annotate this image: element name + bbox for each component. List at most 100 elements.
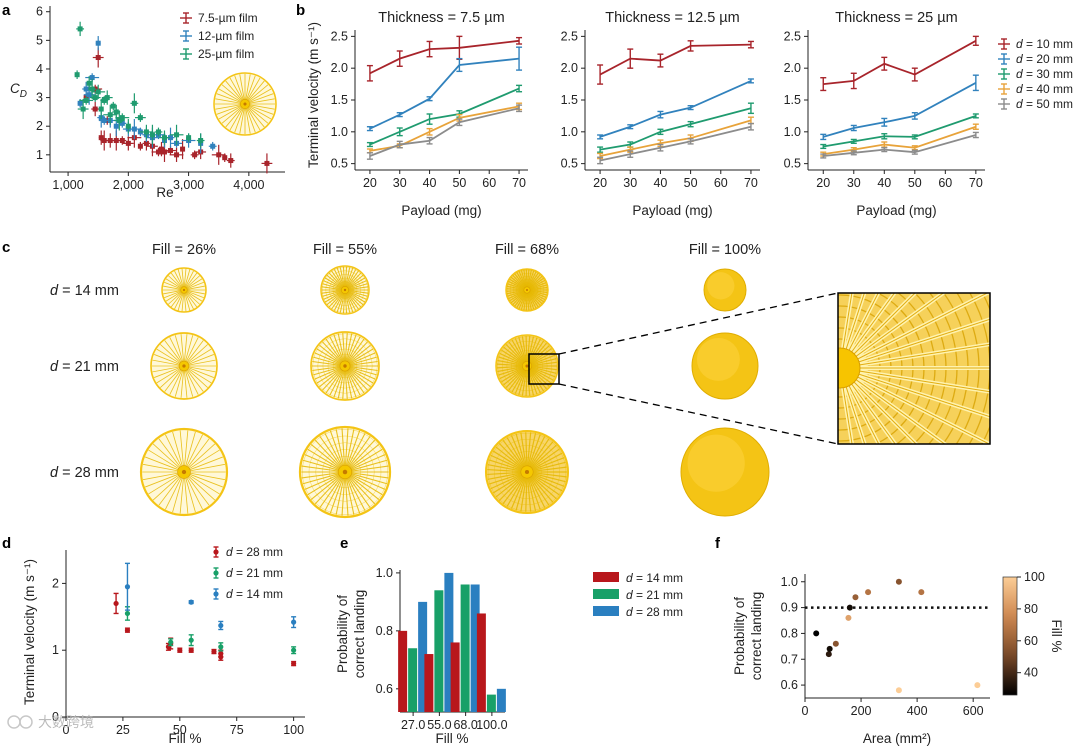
panel-e-bar bbox=[486, 694, 496, 712]
panel-b-subplot-12-5um: 20 30 40 50 60 70 0.5 1.0 1.5 2.0 2.5 Thickness = 1… bbox=[561, 10, 760, 218]
panel-c-inset-spoke-edge bbox=[839, 293, 853, 369]
panel-c-disk-spoke bbox=[333, 334, 344, 362]
panel-b-sub1-xtick-label: 50 bbox=[684, 176, 698, 190]
panel-f-point bbox=[865, 589, 872, 596]
panel-c-disk-spoke bbox=[349, 366, 377, 376]
panel-c-disk bbox=[703, 268, 747, 312]
parachute-thumbnail-disk-spoke bbox=[248, 106, 269, 124]
panel-a-point bbox=[174, 152, 180, 158]
panel-e-ytick-label: 0.6 bbox=[376, 682, 393, 696]
panel-c-fill-header: Fill = 55% bbox=[313, 242, 377, 258]
panel-c-zoom-inset bbox=[528, 292, 991, 445]
panel-c-disk-spoke bbox=[189, 456, 224, 471]
panel-c-disk-spoke bbox=[527, 369, 538, 395]
panel-e-legend-entry: d = 14 mm bbox=[626, 571, 683, 585]
panel-c-disk-spoke bbox=[532, 457, 565, 471]
panel-b-legend-entry: d = 20 mm bbox=[1016, 52, 1073, 66]
panel-c-disk bbox=[139, 427, 229, 517]
panel-c-disk-spoke bbox=[508, 369, 525, 391]
panel-f-xtick-label: 0 bbox=[802, 704, 809, 718]
panel-c-disk-spoke bbox=[531, 452, 563, 470]
panel-a-point bbox=[131, 100, 137, 106]
panel-c-disk-hub-center bbox=[343, 364, 347, 368]
panel-c-disk-spoke bbox=[516, 272, 527, 288]
panel-d-legend-entry: d = 21 mm bbox=[226, 566, 283, 580]
panel-c-disk-spoke bbox=[530, 367, 554, 381]
panel-c-disk-spoke bbox=[302, 473, 340, 485]
panel-c-disk-spoke bbox=[186, 477, 203, 510]
panel-c-disk-ring bbox=[509, 272, 545, 308]
panel-d-xlabel: Fill % bbox=[169, 731, 202, 746]
panel-c-disk-spoke bbox=[510, 435, 526, 467]
panel-e-bars bbox=[398, 572, 506, 712]
panel-c-disk-spoke bbox=[336, 267, 345, 288]
panel-b-subplot-title: Thickness = 7.5 µm bbox=[378, 10, 504, 26]
panel-c-disk-spoke bbox=[509, 278, 525, 289]
panel-e-legend: d = 14 mm d = 21 mm d = 28 mm bbox=[593, 571, 683, 619]
panel-a-legend-entry: 25-µm film bbox=[198, 47, 254, 61]
parachute-thumbnail-disk-spoke bbox=[247, 80, 265, 101]
parachute-thumbnail-disk-spoke bbox=[234, 75, 244, 101]
panel-b-xlabel: Payload (mg) bbox=[401, 203, 481, 218]
panel-d-ytick-label: 1 bbox=[52, 643, 59, 657]
panel-c-disk-spoke bbox=[184, 335, 194, 362]
parachute-thumbnail-disk-spoke bbox=[246, 107, 256, 133]
panel-b-series-line bbox=[369, 107, 520, 157]
panel-f-colorbar-tick-label: 80 bbox=[1024, 602, 1038, 616]
panel-c-disk-spoke bbox=[163, 281, 182, 290]
panel-c-disk-spoke bbox=[349, 356, 377, 366]
panel-c-disk-spoke bbox=[512, 274, 526, 289]
panel-d-point bbox=[113, 600, 119, 607]
panel-c-disk-spoke bbox=[186, 291, 203, 302]
panel-c-disk-spoke bbox=[507, 283, 525, 290]
panel-c-disk-spoke bbox=[498, 475, 524, 501]
panel-a-point bbox=[192, 152, 198, 158]
panel-c-disk-spoke bbox=[341, 428, 346, 466]
panel-c-disk-spoke bbox=[185, 272, 198, 288]
panel-c-disk-spoke bbox=[348, 289, 369, 294]
panel-e-bar bbox=[450, 642, 460, 712]
panel-c-disk-spoke bbox=[530, 444, 557, 469]
panel-e-legend-entry: d = 21 mm bbox=[626, 588, 683, 602]
panel-e-bar bbox=[476, 613, 486, 712]
panel-b-sub1-xtick-label: 60 bbox=[714, 176, 728, 190]
panel-label-f: f bbox=[715, 535, 721, 552]
panel-d-legend-dot bbox=[213, 570, 219, 576]
parachute-thumbnail-disk-spoke bbox=[229, 107, 244, 131]
panel-f-points bbox=[813, 578, 981, 694]
panel-d-axes: 0 25 50 75 100 0 1 2 bbox=[52, 550, 305, 737]
panel-a-xtick-label: 2,000 bbox=[113, 178, 144, 192]
panel-c-disk-spoke bbox=[325, 369, 343, 394]
panel-b-sub0-xtick-label: 60 bbox=[482, 176, 496, 190]
parachute-thumbnail-disk-spoke bbox=[246, 77, 261, 101]
panel-c-disk-sheen bbox=[707, 272, 735, 300]
panel-c-disk-spoke bbox=[514, 369, 526, 394]
panel-a-point bbox=[98, 135, 104, 141]
panel-c-disk-spoke bbox=[344, 478, 349, 516]
panel-c-disk-spoke bbox=[345, 267, 354, 288]
panel-c-disk-spoke bbox=[527, 292, 535, 310]
panel-c-disk-spoke bbox=[499, 352, 524, 365]
panel-e-ytick-label: 1.0 bbox=[376, 566, 393, 580]
panel-b-sub1-ytick-label: 1.0 bbox=[561, 125, 578, 139]
parachute-thumbnail-disk-spoke bbox=[215, 98, 241, 104]
panel-c-disk-spoke bbox=[316, 368, 342, 384]
panel-d-legend-dot bbox=[213, 591, 219, 597]
panel-b-legend: d = 10 mmd = 20 mmd = 30 mmd = 40 mmd = … bbox=[998, 37, 1073, 111]
panel-c-disk-ring bbox=[315, 442, 375, 502]
panel-c-disk-spoke bbox=[326, 274, 343, 289]
panel-c-disk-spoke bbox=[322, 369, 343, 391]
panel-d-point bbox=[211, 648, 217, 655]
panel-c-disk-spoke bbox=[346, 272, 362, 288]
panel-c-disk-spoke bbox=[310, 475, 341, 500]
panel-c-disk-spoke bbox=[531, 365, 557, 371]
panel-c-disk-spoke bbox=[179, 430, 184, 467]
panel-b-legend-entry: d = 10 mm bbox=[1016, 37, 1073, 51]
panel-c-disk-ring bbox=[322, 343, 368, 389]
panel-d-points bbox=[113, 562, 297, 667]
panel-c-disk-spoke bbox=[345, 333, 353, 362]
panel-c-inset-spoke-edge bbox=[839, 293, 879, 369]
panel-a-ytick-label: 2 bbox=[36, 119, 43, 133]
panel-c-disk-spoke bbox=[344, 370, 348, 399]
